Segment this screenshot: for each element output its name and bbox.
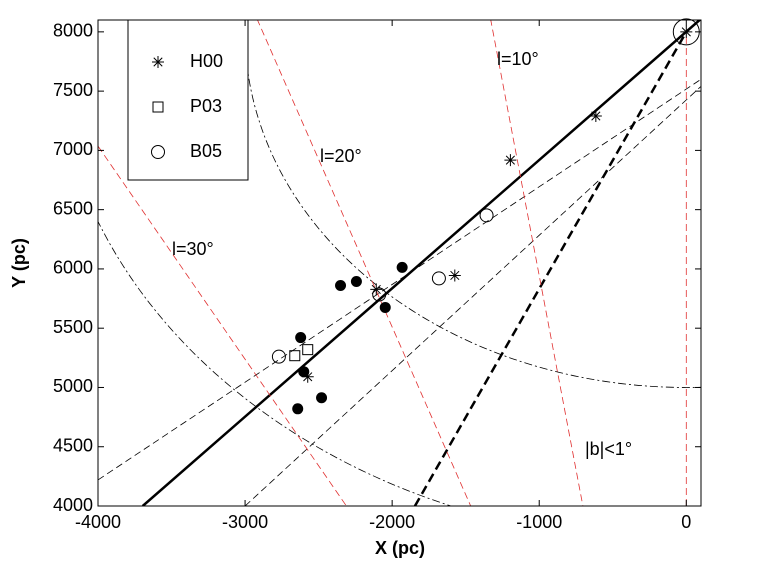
- asterisk-marker: [301, 370, 314, 383]
- line: [413, 31, 688, 506]
- asterisk-marker: [152, 56, 164, 68]
- legend-box: [127, 19, 249, 181]
- y-tick-label: 8000: [53, 21, 93, 41]
- annotation: |b|<1°: [585, 439, 632, 459]
- plot-frame: [97, 19, 702, 507]
- circle-marker: [479, 208, 494, 223]
- y-tick-label: 4000: [53, 495, 93, 515]
- filled-marker: [292, 403, 304, 415]
- line: [141, 20, 701, 506]
- y-axis-label: Y (pc): [9, 238, 29, 288]
- legend-label: B05: [190, 141, 222, 161]
- y-tick-label: 6000: [53, 258, 93, 278]
- y-tick-label: 5000: [53, 376, 93, 396]
- filled-marker: [298, 366, 310, 378]
- circle-marker: [372, 287, 387, 302]
- square-marker: [302, 344, 314, 356]
- asterisk-marker: [589, 110, 602, 123]
- square-marker: [289, 350, 301, 362]
- sun-marker: [672, 18, 700, 46]
- circle-marker: [431, 271, 446, 286]
- circle-marker: [271, 349, 286, 364]
- y-tick-label: 6500: [53, 198, 93, 218]
- filled-marker: [350, 275, 362, 287]
- legend-label: H00: [190, 51, 223, 71]
- filled-marker: [295, 332, 307, 344]
- asterisk-marker: [680, 25, 693, 38]
- y-tick-label: 5500: [53, 317, 93, 337]
- x-tick-label: -2000: [369, 512, 415, 532]
- annotation: l=20°: [320, 146, 362, 166]
- plot-area: [98, 20, 701, 506]
- square-marker: [152, 101, 164, 113]
- x-tick-label: 0: [681, 512, 691, 532]
- filled-marker: [396, 261, 408, 273]
- asterisk-marker: [370, 283, 383, 296]
- annotation: l=10°: [497, 49, 539, 69]
- asterisk-marker: [448, 269, 461, 282]
- annotation: l=30°: [172, 239, 214, 259]
- x-tick-label: -1000: [516, 512, 562, 532]
- line: [98, 145, 347, 506]
- x-tick-label: -3000: [222, 512, 268, 532]
- x-axis-label: X (pc): [375, 538, 425, 558]
- y-tick-label: 4500: [53, 435, 93, 455]
- filled-marker: [316, 392, 328, 404]
- line: [244, 86, 701, 506]
- y-tick-label: 7000: [53, 139, 93, 159]
- x-tick-label: -4000: [75, 512, 121, 532]
- asterisk-marker: [504, 154, 517, 167]
- filled-marker: [379, 301, 391, 313]
- legend-label: P03: [190, 96, 222, 116]
- line: [490, 20, 584, 506]
- circle-marker: [151, 145, 165, 159]
- y-tick-label: 7500: [53, 80, 93, 100]
- line: [257, 20, 472, 506]
- filled-marker: [335, 280, 347, 292]
